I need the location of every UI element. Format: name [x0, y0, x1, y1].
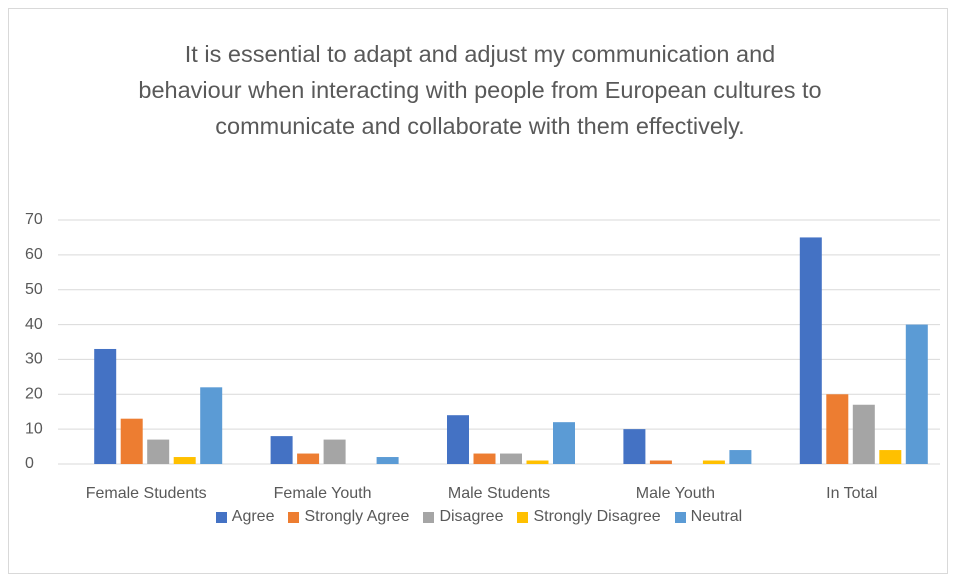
legend-swatch — [674, 511, 686, 523]
bar — [200, 387, 223, 464]
legend-label: Disagree — [439, 508, 504, 525]
chart-title: It is essential to adapt and adjust my c… — [138, 41, 822, 139]
x-tick-label: Male Youth — [636, 485, 715, 502]
legend-item: Strongly Disagree — [517, 508, 661, 526]
x-tick-label: In Total — [826, 485, 877, 502]
bar — [376, 457, 399, 464]
legend-label: Agree — [231, 508, 275, 525]
bar — [879, 450, 902, 464]
legend-item: Neutral — [674, 508, 743, 526]
bar — [147, 439, 170, 464]
bar — [297, 453, 320, 464]
y-tick-label: 70 — [25, 211, 43, 228]
bar — [526, 460, 549, 464]
bar — [447, 415, 469, 464]
chart-border — [8, 8, 948, 574]
legend-item: Strongly Agree — [288, 508, 409, 526]
legend-swatch — [215, 511, 227, 523]
x-tick-label: Female Students — [86, 485, 207, 502]
y-tick-label: 10 — [25, 420, 43, 437]
bar — [649, 460, 672, 464]
y-tick-label: 20 — [25, 386, 43, 403]
bar — [500, 453, 522, 464]
bar — [120, 418, 143, 464]
y-tick-label: 60 — [25, 246, 43, 263]
x-tick-label: Female Youth — [274, 485, 372, 502]
bar — [729, 450, 752, 464]
bar — [799, 237, 822, 464]
legend-item: Agree — [215, 508, 275, 526]
legend-label: Strongly Disagree — [533, 508, 661, 525]
y-tick-label: 50 — [25, 281, 43, 298]
bar — [826, 394, 849, 464]
legend-label: Neutral — [690, 508, 743, 525]
legend-swatch — [517, 511, 529, 523]
bar — [473, 453, 496, 464]
legend-label: Strongly Agree — [304, 508, 410, 525]
y-tick-label: 30 — [25, 351, 43, 368]
bar — [94, 348, 117, 464]
bar — [323, 439, 346, 464]
bar — [905, 324, 928, 464]
bar — [623, 429, 646, 464]
bar — [852, 404, 875, 464]
y-tick-label: 0 — [25, 455, 34, 472]
bar — [702, 460, 725, 464]
x-tick-label: Male Students — [448, 485, 550, 502]
bar — [270, 436, 293, 464]
legend-swatch — [423, 511, 435, 523]
y-tick-label: 40 — [25, 316, 43, 333]
legend-item: Disagree — [423, 508, 503, 526]
legend-swatch — [288, 511, 300, 523]
bar — [173, 457, 196, 464]
legend: Agree Strongly Agree Disagree Strongly Disa… — [0, 508, 958, 526]
bar — [553, 422, 575, 464]
